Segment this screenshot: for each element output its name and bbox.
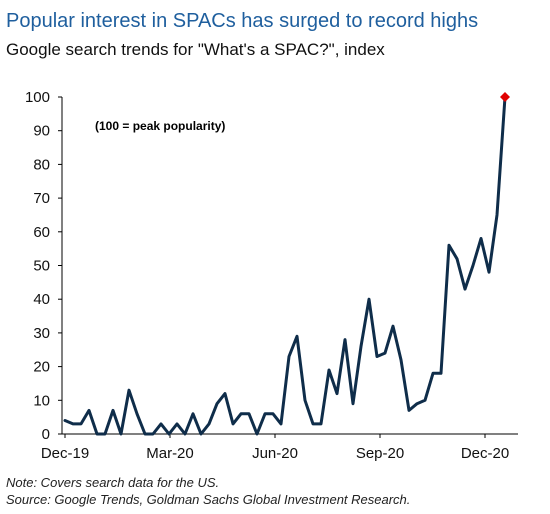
y-tick-label: 30	[33, 325, 50, 342]
chart-annotation: (100 = peak popularity)	[95, 119, 225, 133]
y-tick-label: 20	[33, 359, 50, 376]
series-line	[63, 95, 507, 436]
y-tick-label: 10	[33, 392, 50, 409]
x-tick-label: Dec-20	[461, 445, 509, 462]
line-chart: 0 10 20 30 40 50 60 70 80 90 100 Dec-19 Mar-20 Jun-20…	[25, 89, 518, 462]
chart-title: Popular interest in SPACs has surged to …	[6, 10, 479, 32]
x-tick-label: Jun-20	[252, 445, 298, 462]
y-tick-label: 40	[33, 291, 50, 308]
y-tick-label: 80	[33, 156, 50, 173]
y-tick-label: 60	[33, 224, 50, 241]
x-tick-label: Mar-20	[146, 445, 194, 462]
chart-subtitle: Google search trends for "What's a SPAC?…	[6, 40, 385, 59]
y-tick-label: 100	[25, 89, 50, 106]
peak-marker	[500, 92, 510, 102]
y-tick-label: 90	[33, 123, 50, 140]
x-tick-label: Dec-19	[41, 445, 89, 462]
y-tick-label: 50	[33, 258, 50, 275]
y-tick-label: 70	[33, 190, 50, 207]
chart-source: Source: Google Trends, Goldman Sachs Glo…	[6, 492, 411, 507]
x-tick-label: Sep-20	[356, 445, 404, 462]
chart-note: Note: Covers search data for the US.	[6, 475, 220, 490]
y-tick-label: 0	[42, 426, 50, 443]
